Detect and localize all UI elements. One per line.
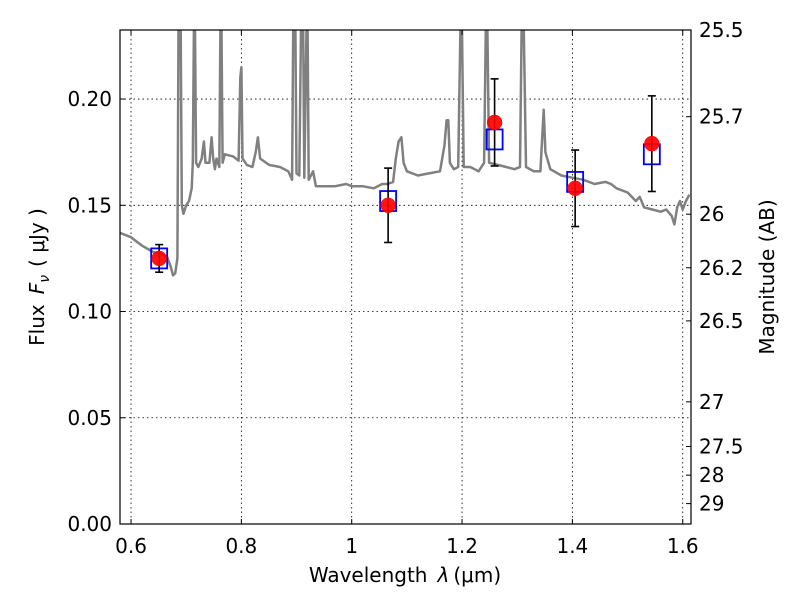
- axis-ticks: [120, 29, 691, 525]
- y2-tick-label: 26: [699, 202, 724, 226]
- spectrum-series: [120, 30, 691, 277]
- y2-tick-label: 25.7: [699, 105, 744, 129]
- x-axis-title: Wavelength λ (μm): [309, 563, 501, 587]
- y2-tick-label: 26.5: [699, 309, 744, 333]
- observed-point-circle: [380, 197, 396, 214]
- x-tick-label: 1.2: [446, 534, 478, 558]
- y2-tick-label: 29: [699, 492, 724, 516]
- y2-tick-label: 28: [699, 463, 724, 487]
- y-axis-title: FluxFν( μJy ): [25, 208, 53, 346]
- observed-point-circle: [567, 180, 583, 197]
- y2-tick-label: 27.5: [699, 434, 744, 458]
- y-tick-label: 0.15: [67, 193, 112, 217]
- y2-tick-label: 25.5: [699, 18, 744, 42]
- y-tick-label: 0.05: [67, 406, 112, 430]
- plot-frame: [119, 29, 692, 525]
- y-tick-label: 0.00: [67, 512, 112, 536]
- x-tick-label: 1: [345, 534, 358, 558]
- observed-points-series: [151, 78, 660, 274]
- x-tick-label: 0.8: [225, 534, 257, 558]
- plot-background: [120, 30, 691, 524]
- y-tick-label: 0.20: [67, 87, 112, 111]
- observed-point-circle: [486, 114, 503, 131]
- tick-labels: 0.6 0.8 1 1.2 1.4 1.6 0.00 0.05 0.10 0.15 0.20 25.5…: [67, 18, 743, 558]
- observed-point-circle: [151, 250, 167, 267]
- observed-point-circle: [644, 135, 660, 152]
- y2-tick-label: 27: [699, 390, 724, 414]
- y2-tick-label: 26.2: [699, 256, 744, 280]
- x-tick-label: 0.6: [115, 534, 147, 558]
- spectrum-line: [120, 30, 691, 277]
- x-tick-label: 1.4: [556, 534, 588, 558]
- x-tick-label: 1.6: [667, 534, 699, 558]
- y2-axis-title: Magnitude (AB): [755, 199, 779, 354]
- y-tick-label: 0.10: [67, 300, 112, 324]
